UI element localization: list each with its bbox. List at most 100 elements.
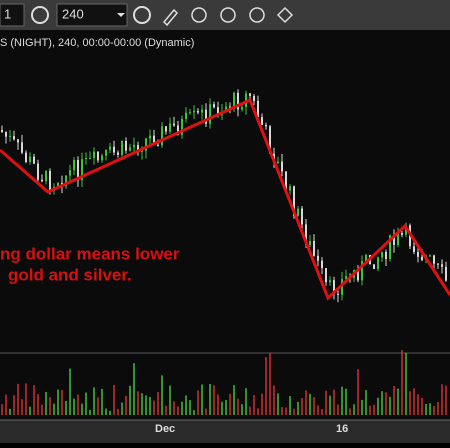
candle-body [161,126,163,146]
candle-body [25,152,27,162]
candle-body [209,104,211,124]
candle-body [157,144,159,146]
alert-icon[interactable] [249,7,265,23]
candle-body [5,131,7,137]
candle-body [57,183,59,187]
candle-body [21,142,23,153]
candle-body [133,144,135,148]
candle-body [293,186,295,216]
candle-body [397,233,399,245]
candle-body [253,95,255,101]
interval: 240 [62,6,84,21]
chart-header: S (NIGHT), 240, 00:00-00:00 (Dynamic) [0,37,194,49]
candle-body [197,110,199,113]
candle-body [29,156,31,162]
interval-dropdown[interactable] [56,3,128,27]
candle-body [373,264,375,269]
dropdown-arrow [117,13,125,17]
tool-icon[interactable] [276,6,294,24]
candle-body [325,268,327,283]
candle-body [37,163,39,180]
candle-body [313,241,315,256]
candle-body [281,161,283,172]
candle-body [177,125,179,135]
period-left: 1 [4,6,11,21]
settings-icon[interactable] [31,6,49,24]
candle-body [93,151,95,158]
candle-body [305,224,307,246]
candle-body [365,254,367,262]
candle-body [109,146,111,150]
period-dropdown[interactable] [0,3,25,27]
candle-body [181,118,183,135]
candle-body [105,149,107,156]
candle-body [257,100,259,118]
candle-body [165,126,167,132]
candle-body [341,279,343,295]
candle-body [393,235,395,245]
refresh-icon[interactable] [191,7,207,23]
trend-zigzag [0,97,450,301]
candle-body [277,161,279,164]
x-label: Dec [155,423,175,435]
x-label: 16 [336,423,348,435]
candle-body [33,156,35,164]
candle-body [297,208,299,216]
candle-body [201,109,203,113]
candle-body [129,147,131,151]
candle-body [169,123,171,132]
candle-body [309,241,311,246]
candle-body [113,146,115,153]
candle-body [89,157,91,159]
candle-body [233,92,235,109]
candle-body [125,140,127,151]
candle-body [137,144,139,152]
candle-body [345,276,347,280]
candle-body [73,159,75,171]
candle-body [337,293,339,295]
candle-body [101,155,103,161]
candle-body [41,179,43,182]
candle-body [121,140,123,155]
candle-body [249,93,251,96]
play-icon[interactable] [220,7,236,23]
annotation-line: gold and silver. [8,265,132,284]
candle-body [421,256,423,261]
candle-body [429,255,431,257]
candle-body [205,109,207,124]
candle-body [225,106,227,112]
candle-body [185,112,187,119]
candle-body [117,152,119,155]
candle-body [237,92,239,110]
candle-body [13,136,15,140]
candle-body [441,264,443,267]
candle-body [69,170,71,176]
candle-body [401,233,403,235]
volume-bars [1,350,447,415]
candle-body [141,150,143,152]
candle-body [45,170,47,182]
candle-body [97,151,99,161]
candle-body [321,260,323,269]
annotation-line: ng dollar means lower [0,244,180,263]
candle-body [377,257,379,269]
clock-icon[interactable] [133,6,151,24]
candle-body [385,251,387,259]
candle-body [213,104,215,108]
candle-body [173,123,175,126]
candle-body [413,246,415,252]
candle-body [333,280,335,294]
candle-body [1,130,3,132]
candle-body [437,263,439,265]
candle-body [301,208,303,225]
candle-body [289,186,291,191]
pencil-icon[interactable] [162,8,179,27]
candle-body [433,255,435,264]
candle-body [445,266,447,281]
candle-body [261,117,263,126]
candle-body [381,251,383,258]
candle-body [417,251,419,257]
candle-body [49,170,51,192]
